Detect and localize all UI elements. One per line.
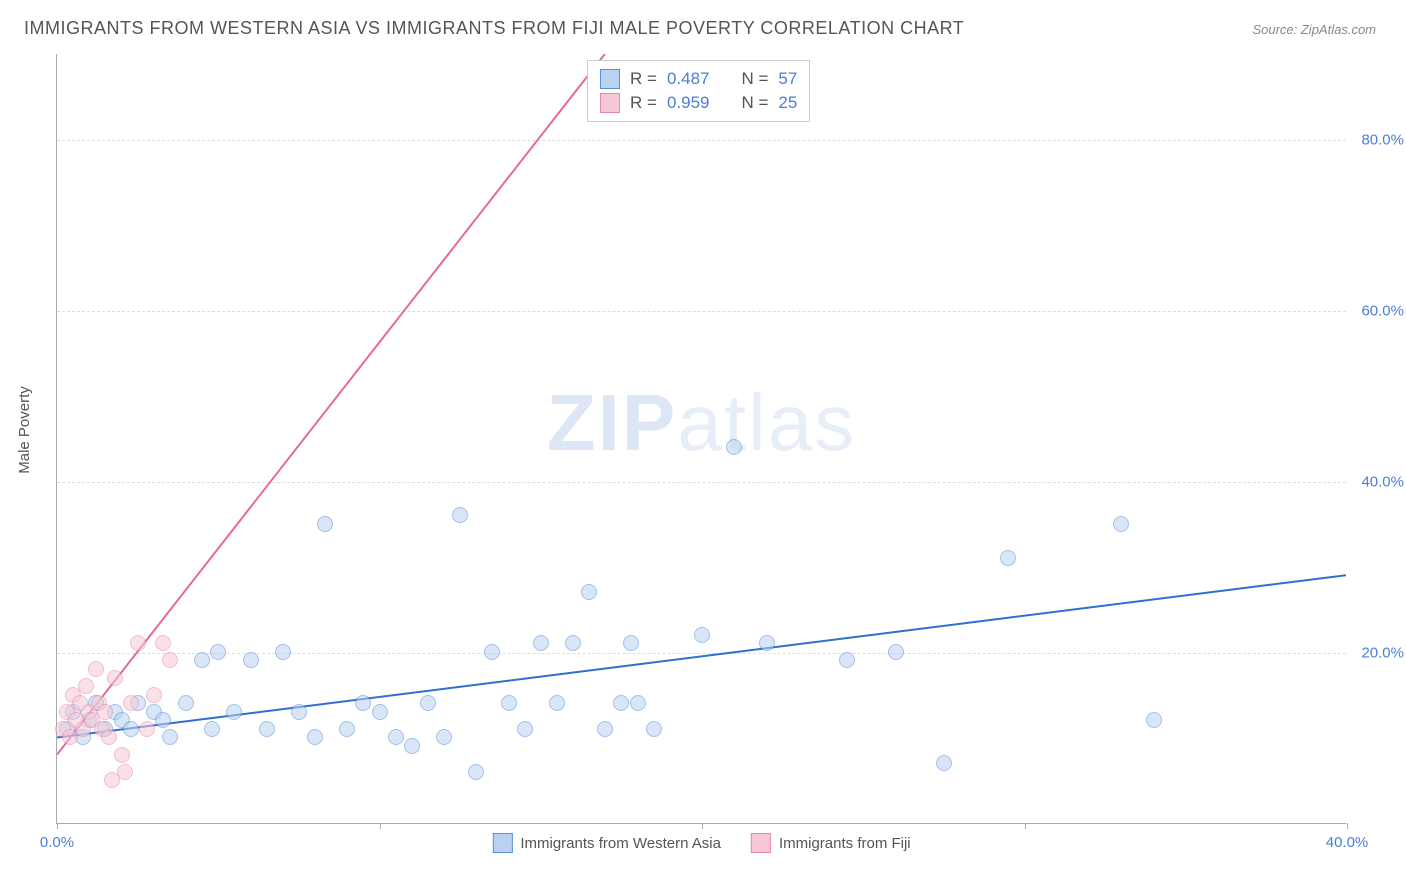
scatter-point xyxy=(275,644,291,660)
scatter-point xyxy=(630,695,646,711)
gridline xyxy=(57,482,1346,483)
scatter-point xyxy=(97,704,113,720)
y-tick-label: 40.0% xyxy=(1361,473,1404,490)
legend-swatch xyxy=(492,833,512,853)
n-label: N = xyxy=(741,93,768,113)
scatter-point xyxy=(101,729,117,745)
trend-lines-svg xyxy=(57,54,1346,823)
scatter-point xyxy=(936,755,952,771)
scatter-point xyxy=(162,729,178,745)
plot-area: ZIPatlas R = 0.487 N = 57 R = 0.959 N = … xyxy=(56,54,1346,824)
scatter-point xyxy=(565,635,581,651)
n-value: 57 xyxy=(778,69,797,89)
scatter-point xyxy=(155,635,171,651)
gridline xyxy=(57,311,1346,312)
scatter-point xyxy=(533,635,549,651)
legend: Immigrants from Western Asia Immigrants … xyxy=(492,833,910,853)
scatter-point xyxy=(549,695,565,711)
x-tick-mark xyxy=(1025,823,1026,829)
x-tick-mark xyxy=(57,823,58,829)
scatter-point xyxy=(146,687,162,703)
scatter-point xyxy=(355,695,371,711)
stats-swatch xyxy=(600,93,620,113)
watermark: ZIPatlas xyxy=(547,377,856,469)
scatter-point xyxy=(339,721,355,737)
r-value: 0.487 xyxy=(667,69,710,89)
r-value: 0.959 xyxy=(667,93,710,113)
scatter-point xyxy=(243,652,259,668)
gridline xyxy=(57,140,1346,141)
y-tick-label: 20.0% xyxy=(1361,644,1404,661)
scatter-point xyxy=(114,747,130,763)
scatter-point xyxy=(1146,712,1162,728)
x-tick-mark xyxy=(380,823,381,829)
source-citation: Source: ZipAtlas.com xyxy=(1252,22,1376,37)
scatter-point xyxy=(162,652,178,668)
scatter-point xyxy=(123,695,139,711)
scatter-point xyxy=(88,661,104,677)
scatter-point xyxy=(623,635,639,651)
scatter-point xyxy=(204,721,220,737)
scatter-point xyxy=(307,729,323,745)
legend-item: Immigrants from Western Asia xyxy=(492,833,721,853)
scatter-point xyxy=(178,695,194,711)
x-tick-label: 40.0% xyxy=(1326,834,1369,851)
n-label: N = xyxy=(741,69,768,89)
scatter-point xyxy=(517,721,533,737)
scatter-point xyxy=(484,644,500,660)
stats-row: R = 0.959 N = 25 xyxy=(600,91,797,115)
scatter-point xyxy=(759,635,775,651)
y-tick-label: 60.0% xyxy=(1361,302,1404,319)
scatter-point xyxy=(123,721,139,737)
x-tick-label: 0.0% xyxy=(40,834,74,851)
scatter-point xyxy=(1000,550,1016,566)
scatter-point xyxy=(291,704,307,720)
scatter-point xyxy=(420,695,436,711)
scatter-point xyxy=(581,584,597,600)
chart-title: IMMIGRANTS FROM WESTERN ASIA VS IMMIGRAN… xyxy=(24,18,964,39)
stats-row: R = 0.487 N = 57 xyxy=(600,67,797,91)
scatter-point xyxy=(388,729,404,745)
x-tick-mark xyxy=(702,823,703,829)
legend-label: Immigrants from Fiji xyxy=(779,835,911,852)
scatter-point xyxy=(694,627,710,643)
scatter-point xyxy=(613,695,629,711)
legend-item: Immigrants from Fiji xyxy=(751,833,911,853)
scatter-point xyxy=(468,764,484,780)
stats-swatch xyxy=(600,69,620,89)
scatter-point xyxy=(194,652,210,668)
scatter-point xyxy=(452,507,468,523)
scatter-point xyxy=(78,678,94,694)
scatter-point xyxy=(597,721,613,737)
scatter-point xyxy=(259,721,275,737)
scatter-point xyxy=(130,635,146,651)
scatter-point xyxy=(436,729,452,745)
scatter-point xyxy=(501,695,517,711)
scatter-point xyxy=(155,712,171,728)
scatter-point xyxy=(104,772,120,788)
legend-label: Immigrants from Western Asia xyxy=(520,835,721,852)
scatter-point xyxy=(226,704,242,720)
scatter-point xyxy=(646,721,662,737)
scatter-point xyxy=(839,652,855,668)
scatter-point xyxy=(107,670,123,686)
scatter-point xyxy=(317,516,333,532)
correlation-stats-box: R = 0.487 N = 57 R = 0.959 N = 25 xyxy=(587,60,810,122)
scatter-point xyxy=(726,439,742,455)
y-tick-label: 80.0% xyxy=(1361,131,1404,148)
scatter-point xyxy=(372,704,388,720)
scatter-point xyxy=(888,644,904,660)
legend-swatch xyxy=(751,833,771,853)
scatter-point xyxy=(139,721,155,737)
x-tick-mark xyxy=(1347,823,1348,829)
scatter-point xyxy=(404,738,420,754)
r-label: R = xyxy=(630,93,657,113)
y-axis-label: Male Poverty xyxy=(16,386,33,474)
r-label: R = xyxy=(630,69,657,89)
n-value: 25 xyxy=(778,93,797,113)
scatter-point xyxy=(1113,516,1129,532)
scatter-point xyxy=(210,644,226,660)
